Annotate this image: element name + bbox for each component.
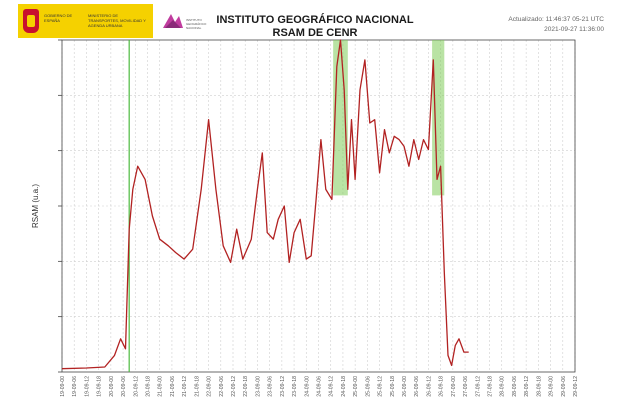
x-tick-label: 28-09-18 xyxy=(536,376,542,397)
x-tick-label: 19-09-06 xyxy=(72,376,78,397)
x-tick-label: 24-09-00 xyxy=(304,376,310,397)
x-tick-label: 19-09-18 xyxy=(97,376,103,397)
x-tick-label: 21-09-18 xyxy=(194,376,200,397)
x-tick-label: 25-09-06 xyxy=(365,376,371,397)
x-tick-label: 22-09-00 xyxy=(207,376,213,397)
x-tick-label: 20-09-18 xyxy=(146,376,152,397)
x-tick-label: 28-09-00 xyxy=(500,376,506,397)
date-range: 2021-09-27 11:36:00 xyxy=(544,26,604,33)
x-tick-label: 28-09-06 xyxy=(512,376,518,397)
highlight-box xyxy=(432,40,445,196)
x-tick-label: 27-09-06 xyxy=(463,376,469,397)
x-tick-label: 19-09-00 xyxy=(60,376,66,397)
x-tick-label: 27-09-18 xyxy=(488,376,494,397)
x-tick-label: 19-09-12 xyxy=(84,376,90,397)
x-tick-label: 24-09-12 xyxy=(329,376,335,397)
x-tick-label: 22-09-18 xyxy=(243,376,249,397)
rsam-series-line xyxy=(61,39,469,370)
y-axis-label: RSAM (u.a.) xyxy=(31,184,40,228)
x-tick-label: 23-09-06 xyxy=(268,376,274,397)
ign-logo-text: INSTITUTO GEOGRÁFICO NACIONAL xyxy=(186,18,207,30)
x-tick-label: 26-09-00 xyxy=(402,376,408,397)
x-tick-label: 26-09-18 xyxy=(439,376,445,397)
x-tick-label: 29-09-00 xyxy=(549,376,555,397)
chart-subtitle: RSAM DE CENR xyxy=(272,27,358,39)
x-tick-label: 25-09-00 xyxy=(353,376,359,397)
x-tick-label: 22-09-12 xyxy=(231,376,237,397)
spain-crest-icon xyxy=(23,9,39,33)
government-logo: GOBIERNO DE ESPAÑA MINISTERIO DE TRANSPO… xyxy=(18,4,153,38)
x-tick-label: 25-09-18 xyxy=(390,376,396,397)
x-tick-label: 23-09-00 xyxy=(255,376,261,397)
x-tick-label: 27-09-12 xyxy=(475,376,481,397)
x-tick-label: 24-09-06 xyxy=(317,376,323,397)
government-text: GOBIERNO DE ESPAÑA xyxy=(44,13,73,23)
header-logos: GOBIERNO DE ESPAÑA MINISTERIO DE TRANSPO… xyxy=(18,4,214,38)
x-tick-label: 23-09-12 xyxy=(280,376,286,397)
x-tick-label: 26-09-06 xyxy=(414,376,420,397)
chart-title: INSTITUTO GEOGRÁFICO NACIONAL xyxy=(216,14,414,26)
x-tick-label: 24-09-18 xyxy=(341,376,347,397)
ministry-text: MINISTERIO DE TRANSPORTES, MOVILIDAD Y A… xyxy=(88,13,146,28)
x-tick-label: 23-09-18 xyxy=(292,376,298,397)
x-tick-label: 20-09-06 xyxy=(121,376,127,397)
x-tick-label: 21-09-12 xyxy=(182,376,188,397)
x-tick-label: 28-09-12 xyxy=(524,376,530,397)
x-tick-label: 20-09-12 xyxy=(133,376,139,397)
updated-timestamp: Actualizado: 11:46:37 05-21 UTC xyxy=(508,16,604,23)
ign-logo-icon xyxy=(163,14,183,28)
x-tick-label: 22-09-06 xyxy=(219,376,225,397)
x-tick-label: 27-09-00 xyxy=(451,376,457,397)
x-tick-label: 21-09-00 xyxy=(158,376,164,397)
x-tick-label: 26-09-12 xyxy=(426,376,432,397)
x-tick-label: 29-09-06 xyxy=(561,376,567,397)
x-tick-label: 21-09-06 xyxy=(170,376,176,397)
x-tick-label: 20-09-00 xyxy=(109,376,115,397)
x-tick-label: 29-09-12 xyxy=(573,376,579,397)
x-tick-label: 25-09-12 xyxy=(378,376,384,397)
